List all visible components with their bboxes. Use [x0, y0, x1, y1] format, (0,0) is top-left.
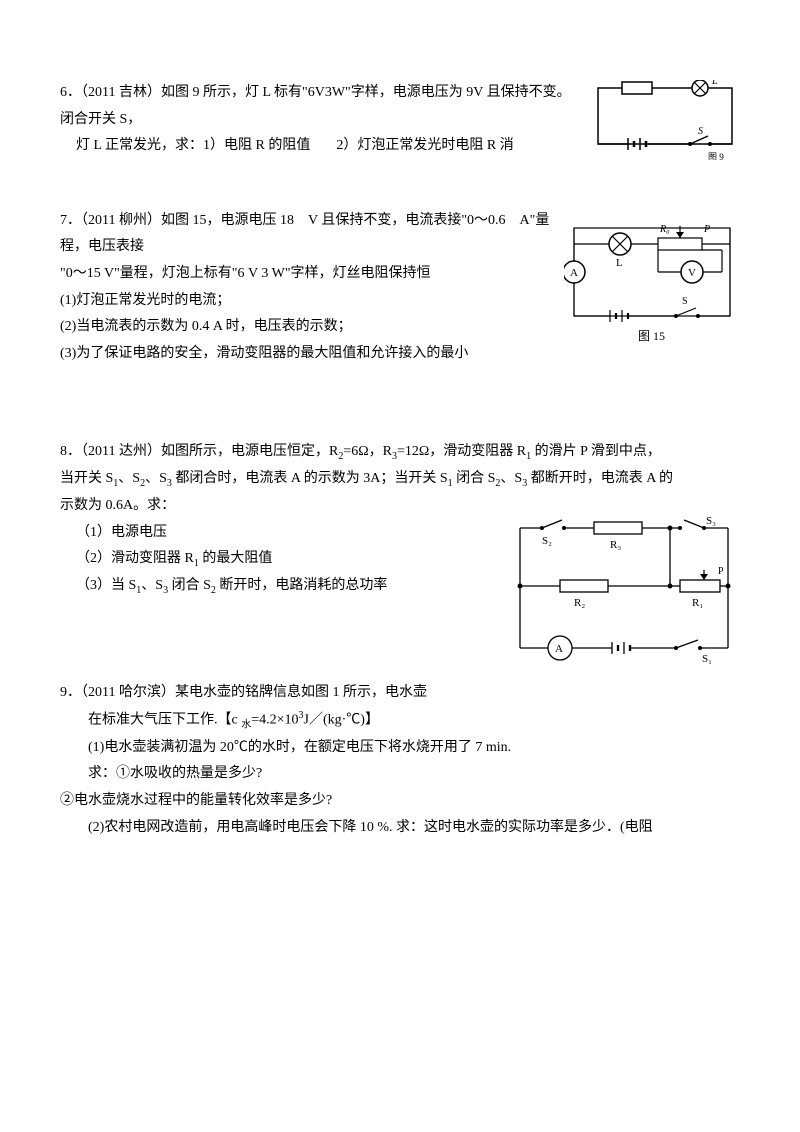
q9-sub1: (1)电水壶装满初温为 20℃的水时，在额定电压下将水烧开用了 7 min. [60, 735, 740, 762]
svg-text:S₃: S₃ [706, 516, 716, 527]
svg-text:S: S [698, 126, 703, 137]
q7-number: 7． [60, 213, 81, 228]
q8-l1c: =12Ω，滑动变阻器 R [397, 444, 526, 459]
q9-l2sub: 水 [241, 720, 251, 731]
q8-l1d: 的滑片 P 滑到中点， [531, 444, 661, 459]
q8-sub2b: 的最大阻值 [199, 551, 273, 566]
q8-number: 8． [60, 444, 81, 459]
svg-text:P: P [718, 566, 724, 577]
q8-sub3a: （3）当 S [76, 578, 136, 593]
svg-text:L: L [616, 257, 623, 269]
svg-text:S₁: S₁ [702, 653, 712, 665]
q8-l2g: 都断开时，电流表 A 的 [527, 471, 673, 486]
q7-line2: "0～15 V"量程，灯泡上标有"6 V 3 W"字样，灯丝电阻保持恒 [60, 261, 560, 288]
svg-text:V: V [688, 267, 696, 279]
svg-text:S: S [682, 296, 688, 307]
q6-line2b: 2）灯泡正常发光时电阻 R 消 [336, 138, 513, 153]
q8-sub2a: （2）滑动变阻器 R [76, 551, 194, 566]
question-7: L R₀ P V A [60, 208, 740, 368]
q9-number: 9． [60, 685, 81, 700]
circuit-6-svg: R L S 图 9 [590, 80, 740, 160]
svg-text:L: L [711, 80, 718, 87]
circuit-7-svg: L R₀ P V A [564, 218, 740, 344]
q7-sub1: (1)灯泡正常发光时的电流； [60, 288, 560, 315]
circuit-8-svg: S₂ R₃ S₃ R₂ [508, 516, 740, 666]
q9-l2b: =4.2×10 [251, 713, 298, 728]
q6-line2: 灯 L 正常发光，求：1）电阻 R 的阻值 [76, 138, 310, 153]
q9-source: （2011 哈尔滨） [81, 685, 175, 700]
q9-ask: 求：①水吸收的热量是多少? [60, 761, 740, 788]
svg-text:R₀: R₀ [659, 224, 670, 235]
question-6: R L S 图 9 6．（2011 吉林）如图 9 所示，灯 L 标有"6V3W… [60, 80, 740, 160]
q9-line1: 某电水壶的铭牌信息如图 1 所示，电水壶 [175, 685, 427, 700]
svg-text:S₂: S₂ [542, 535, 552, 547]
svg-text:R: R [633, 80, 640, 83]
q8-sub3c: 闭合 S [168, 578, 211, 593]
q8-l2a: 当开关 S [60, 471, 113, 486]
q9-sub2: (2)农村电网改造前，用电高峰时电压会下降 10 %. 求：这时电水壶的实际功率… [60, 815, 740, 842]
q6-source: （2011 吉林） [81, 85, 161, 100]
q8-sub3b: 、S [141, 578, 163, 593]
svg-text:R₃: R₃ [610, 539, 621, 551]
q7-source: （2011 柳州） [81, 213, 161, 228]
q8-source: （2011 达州） [81, 444, 161, 459]
question-8: 8．（2011 达州）如图所示，电源电压恒定，R2=6Ω，R3=12Ω，滑动变阻… [60, 439, 740, 599]
q8-l2b: 、S [118, 471, 140, 486]
q8-l2c: 、S [145, 471, 167, 486]
q8-sub3d: 断开时，电路消耗的总功率 [216, 578, 388, 593]
q9-l2c: J／(kg·℃)】 [304, 713, 379, 728]
fig6-caption: 图 9 [708, 152, 724, 160]
q8-l2e: 闭合 S [453, 471, 496, 486]
q8-l2d: 都闭合时，电流表 A 的示数为 3A；当开关 S [172, 471, 448, 486]
svg-text:R₁: R₁ [692, 597, 703, 609]
q7-sub2: (2)当电流表的示数为 0.4 A 时，电压表的示数； [60, 314, 560, 341]
question-9: 9．（2011 哈尔滨）某电水壶的铭牌信息如图 1 所示，电水壶 在标准大气压下… [60, 680, 740, 841]
svg-text:A: A [555, 643, 563, 655]
q8-sub1: （1）电源电压 [60, 520, 500, 547]
svg-text:R₂: R₂ [574, 597, 585, 609]
figure-8: S₂ R₃ S₃ R₂ [508, 516, 740, 677]
q8-l2f: 、S [500, 471, 522, 486]
q9-ask2: ②电水壶烧水过程中的能量转化效率是多少? [60, 788, 740, 815]
q7-sub3: (3)为了保证电路的安全，滑动变阻器的最大阻值和允许接入的最小 [60, 341, 560, 368]
svg-text:P: P [703, 224, 710, 235]
q8-l1a: 如图所示，电源电压恒定，R [161, 444, 338, 459]
fig7-caption: 图 15 [638, 329, 665, 343]
q6-number: 6． [60, 85, 81, 100]
svg-text:A: A [570, 267, 578, 279]
q9-l2a: 在标准大气压下工作.【c [88, 713, 241, 728]
figure-7: L R₀ P V A [564, 218, 740, 355]
figure-6: R L S 图 9 [590, 80, 740, 171]
q8-l1b: =6Ω，R [343, 444, 392, 459]
